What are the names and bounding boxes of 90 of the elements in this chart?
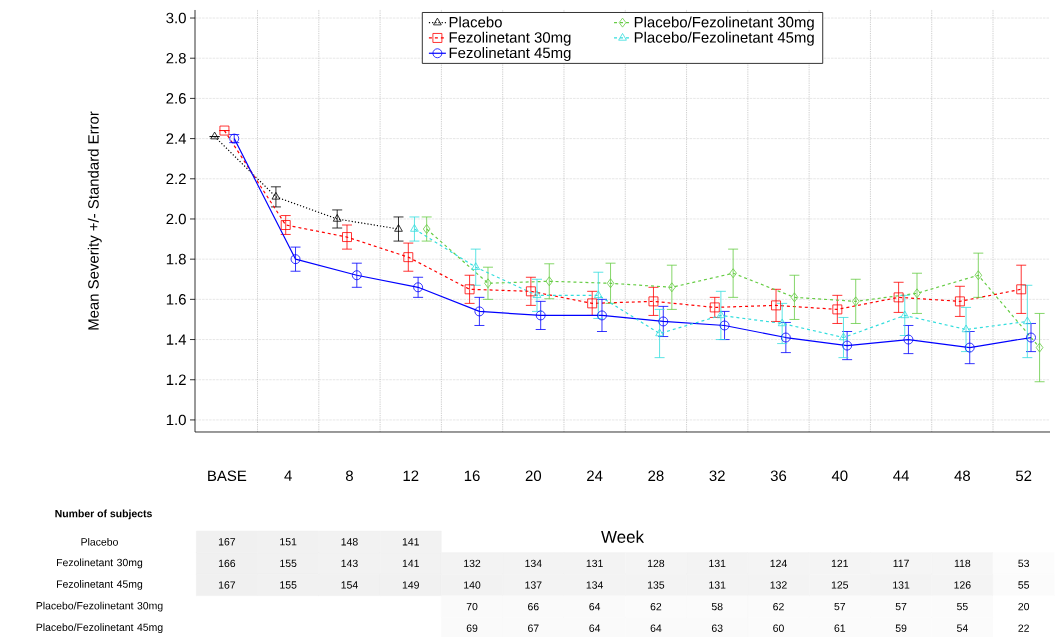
data-label: 126 — [954, 581, 971, 589]
y-tick-label: 2.8 — [166, 52, 186, 64]
data-label: 64 — [589, 624, 601, 632]
y-tick-label: 2.4 — [166, 133, 187, 144]
data-label: 167 — [218, 581, 236, 589]
x-tick-label: 8 — [345, 470, 353, 482]
data-label: 64 — [589, 602, 601, 611]
data-label: 131 — [709, 581, 726, 589]
data-label: 62 — [650, 602, 662, 611]
data-label: 134 — [525, 559, 542, 568]
data-label: 55 — [956, 602, 968, 611]
legend-label: Placebo — [449, 16, 502, 28]
data-label: 121 — [831, 559, 848, 568]
x-tick-label: 16 — [464, 470, 480, 482]
legend-label: Fezolinetant 45mg — [449, 47, 571, 62]
data-label: 57 — [895, 602, 907, 611]
x-tick-label: 32 — [709, 470, 725, 482]
x-tick-label: 4 — [284, 470, 292, 481]
data-label: 118 — [954, 559, 971, 568]
data-label: 166 — [218, 559, 236, 568]
data-label: 141 — [402, 538, 419, 546]
x-tick-label: 48 — [954, 470, 971, 482]
data-label: 149 — [402, 581, 419, 589]
data-label: 61 — [834, 624, 846, 632]
legend-label: Placebo/Fezolinetant 45mg — [634, 31, 814, 46]
x-tick-label: 36 — [770, 470, 787, 482]
data-label: 131 — [709, 559, 726, 568]
data-label: 58 — [711, 602, 723, 611]
y-tick-label: Placebo/Fezolinetant 30mg — [36, 601, 163, 612]
data-label: 53 — [1018, 559, 1030, 568]
data-label: 134 — [586, 581, 604, 589]
y-tick-label: 1.4 — [166, 334, 187, 345]
y-tick-label: 1.0 — [166, 414, 186, 426]
data-label: 117 — [893, 559, 909, 567]
y-tick-label: Placebo/Fezolinetant 45mg — [36, 623, 163, 634]
y-tick-label: 2.2 — [166, 173, 186, 184]
x-tick-label: 28 — [648, 470, 664, 482]
data-label: 128 — [647, 559, 665, 568]
y-tick-label: Fezolinetant 30mg — [57, 558, 143, 569]
data-label: 67 — [528, 624, 539, 632]
data-label: 132 — [770, 581, 787, 589]
data-label: 151 — [280, 538, 297, 546]
y-tick-label: 3.0 — [166, 12, 186, 24]
y-tick-label: 1.8 — [166, 253, 186, 265]
legend-label: Placebo/Fezolinetant 30mg — [634, 16, 814, 31]
data-label: 64 — [650, 624, 662, 632]
x-tick-label: 12 — [403, 470, 419, 481]
legend-label: Fezolinetant 30mg — [449, 31, 571, 46]
data-label: 22 — [1018, 624, 1029, 632]
data-label: 125 — [831, 581, 849, 589]
data-label: 131 — [893, 581, 910, 589]
data-label: 54 — [956, 624, 968, 632]
x-tick-label: BASE — [208, 470, 247, 482]
data-label: 154 — [341, 581, 358, 589]
data-label: 132 — [464, 559, 481, 568]
y-tick-label: 1.2 — [166, 374, 186, 385]
data-label: 137 — [525, 581, 542, 589]
data-label: 66 — [528, 602, 539, 611]
data-label: 55 — [1018, 581, 1030, 589]
y-tick-label: 1.6 — [166, 294, 186, 305]
x-tick-label: 40 — [831, 470, 848, 482]
data-label: 57 — [834, 602, 846, 611]
y-tick-label: Fezolinetant 45mg — [57, 580, 143, 590]
data-label: 60 — [773, 624, 784, 632]
y-tick-label: Placebo — [81, 537, 118, 546]
data-label: 141 — [402, 559, 419, 567]
x-tick-label: 52 — [1015, 470, 1032, 482]
x-tick-label: 44 — [893, 470, 909, 481]
data-label: 155 — [280, 581, 297, 589]
data-label: 20 — [1018, 602, 1030, 611]
data-label: 70 — [466, 602, 478, 611]
text: Number of subjects — [55, 509, 152, 520]
data-label: 63 — [711, 624, 723, 632]
y-axis-title: Mean Severity +/- Standard Error — [87, 111, 102, 330]
data-label: 148 — [341, 538, 358, 546]
x-tick-label: 20 — [525, 470, 542, 482]
data-label: 69 — [466, 624, 478, 632]
x-axis-title: Week — [601, 530, 645, 543]
data-label: 131 — [586, 559, 603, 568]
y-tick-label: 2.6 — [166, 93, 186, 104]
data-label: 59 — [895, 624, 907, 632]
x-tick-label: 24 — [587, 470, 603, 481]
data-label: 155 — [280, 559, 297, 568]
data-label: 140 — [464, 581, 481, 589]
data-label: 167 — [218, 538, 236, 546]
data-label: 135 — [647, 581, 665, 589]
data-label: 124 — [770, 559, 787, 568]
data-label: 143 — [341, 559, 358, 568]
y-tick-label: 2.0 — [166, 213, 186, 225]
data-label: 62 — [773, 602, 784, 611]
